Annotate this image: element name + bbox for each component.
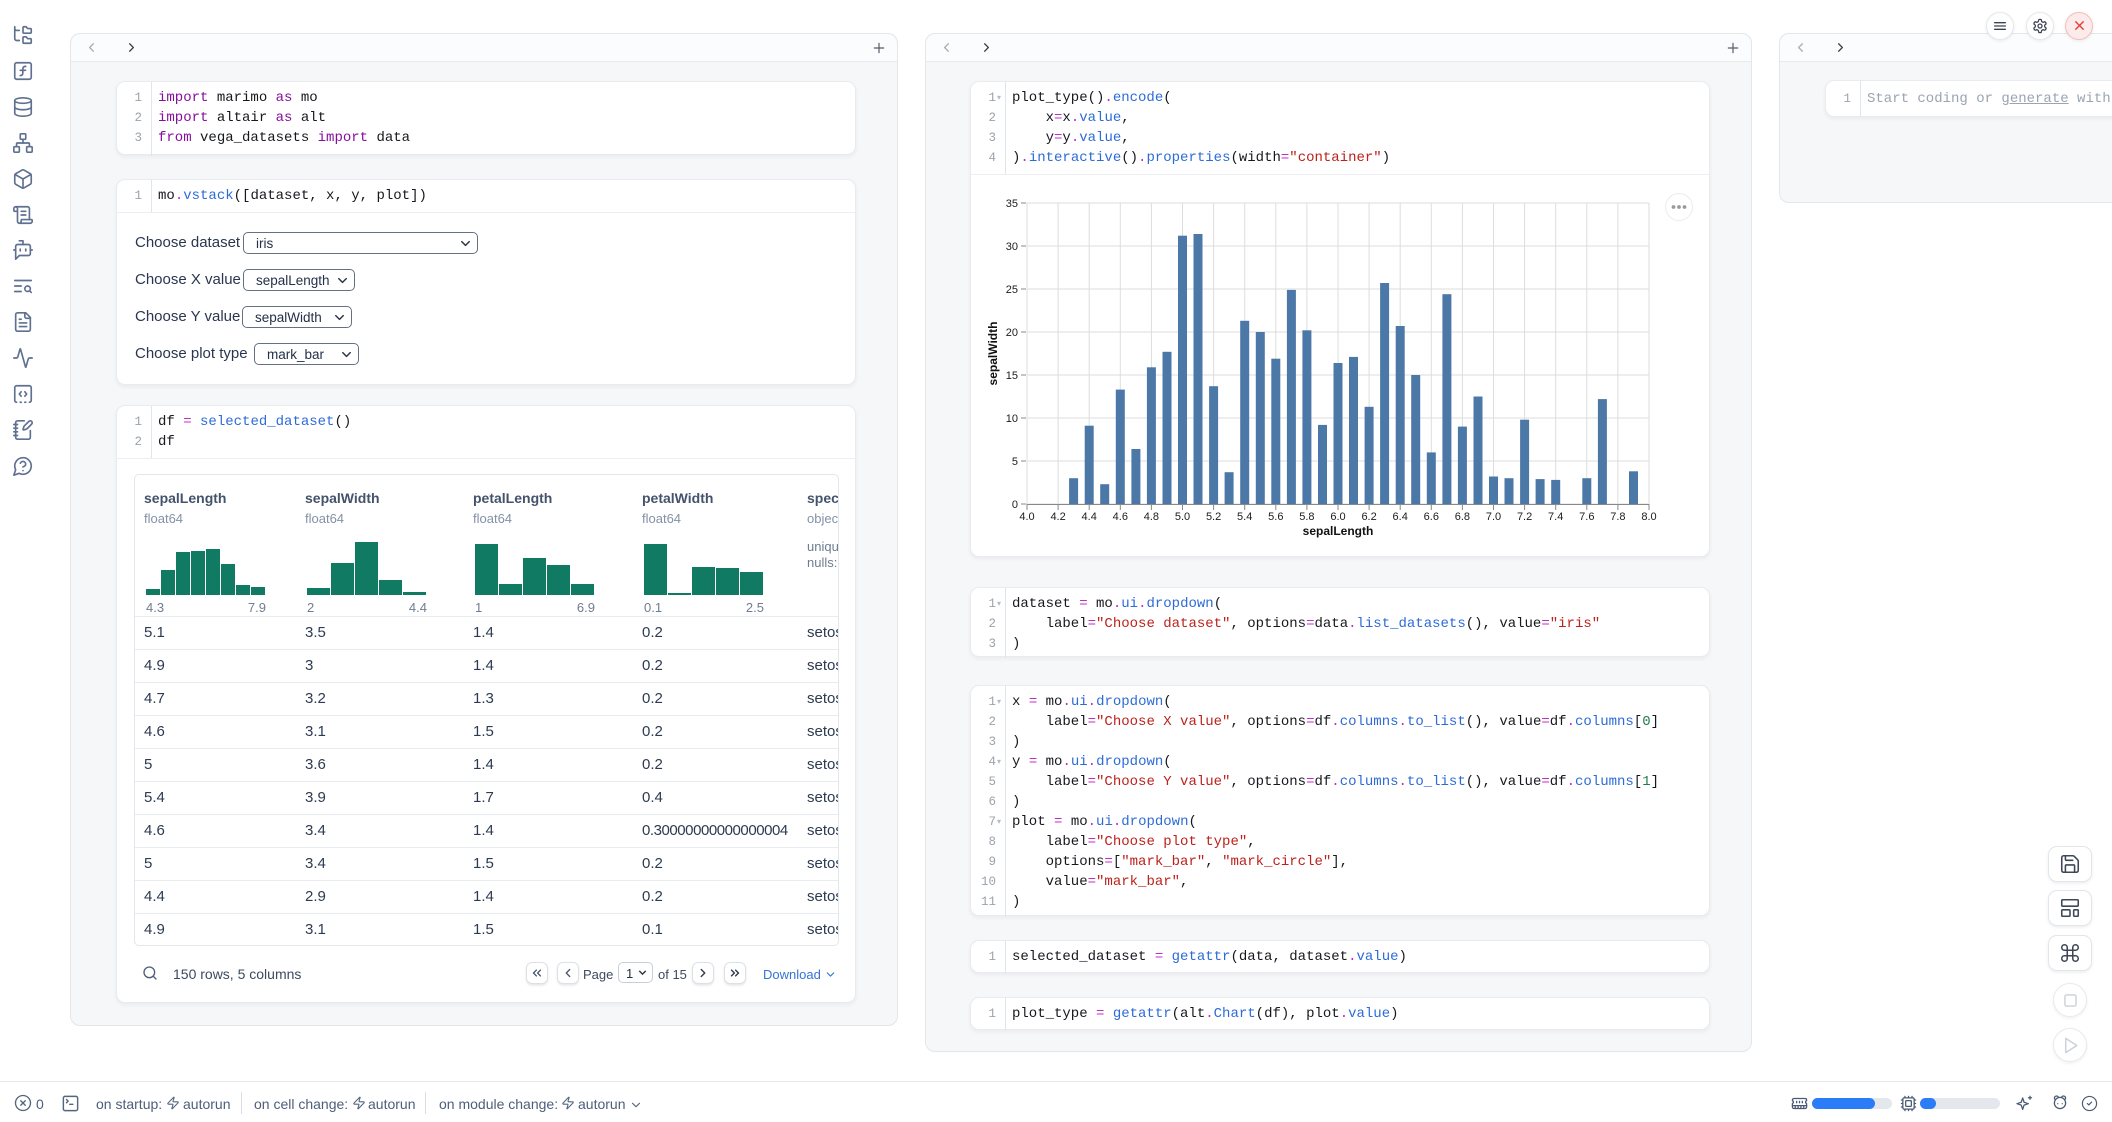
svg-text:7.4: 7.4: [1548, 511, 1563, 523]
svg-text:15: 15: [1006, 370, 1018, 382]
svg-text:sepalWidth: sepalWidth: [986, 322, 1000, 386]
svg-text:4.8: 4.8: [1144, 511, 1159, 523]
svg-text:6.0: 6.0: [1330, 511, 1345, 523]
svg-text:7.2: 7.2: [1517, 511, 1532, 523]
svg-text:sepalLength: sepalLength: [1303, 524, 1374, 538]
svg-text:35: 35: [1006, 198, 1018, 210]
svg-text:6.4: 6.4: [1393, 511, 1408, 523]
svg-text:5.8: 5.8: [1299, 511, 1314, 523]
svg-text:5.0: 5.0: [1175, 511, 1190, 523]
svg-text:5.4: 5.4: [1237, 511, 1252, 523]
svg-text:0: 0: [1012, 499, 1018, 511]
svg-text:8.0: 8.0: [1641, 511, 1656, 523]
svg-text:7.8: 7.8: [1610, 511, 1625, 523]
svg-text:25: 25: [1006, 284, 1018, 296]
svg-text:6.8: 6.8: [1455, 511, 1470, 523]
svg-text:5.2: 5.2: [1206, 511, 1221, 523]
svg-text:4.2: 4.2: [1050, 511, 1065, 523]
svg-text:4.0: 4.0: [1019, 511, 1034, 523]
svg-text:7.0: 7.0: [1486, 511, 1501, 523]
svg-text:20: 20: [1006, 327, 1018, 339]
svg-text:6.6: 6.6: [1424, 511, 1439, 523]
svg-text:4.6: 4.6: [1113, 511, 1128, 523]
svg-text:6.2: 6.2: [1361, 511, 1376, 523]
svg-text:30: 30: [1006, 241, 1018, 253]
svg-text:7.6: 7.6: [1579, 511, 1594, 523]
svg-text:5: 5: [1012, 456, 1018, 468]
svg-text:10: 10: [1006, 413, 1018, 425]
svg-text:5.6: 5.6: [1268, 511, 1283, 523]
svg-text:4.4: 4.4: [1082, 511, 1097, 523]
